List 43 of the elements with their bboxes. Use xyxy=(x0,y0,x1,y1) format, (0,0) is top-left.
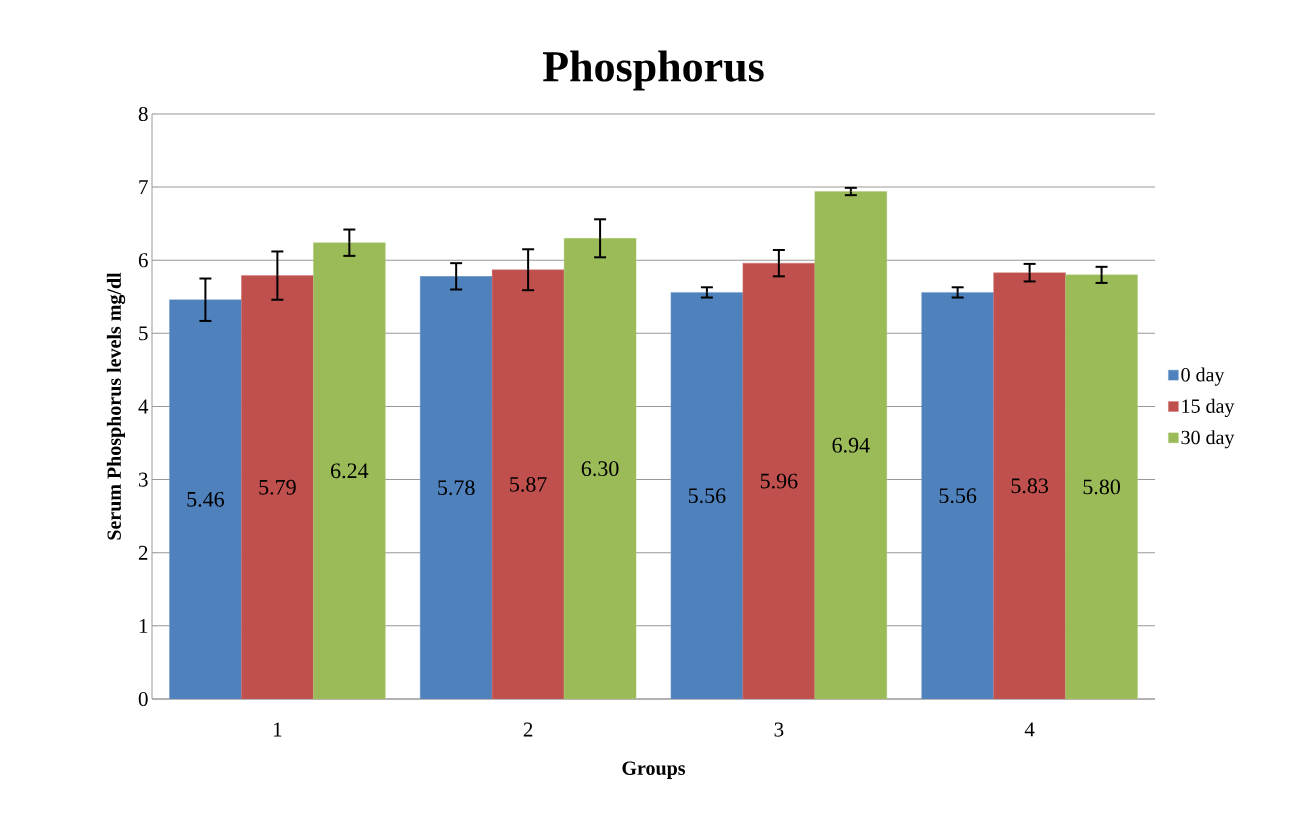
bar xyxy=(670,292,744,699)
bar xyxy=(169,299,242,699)
bar xyxy=(921,292,994,699)
data-label: 5.83 xyxy=(1011,478,1048,494)
data-label: 5.96 xyxy=(760,473,798,489)
y-tick-label: 6 xyxy=(138,253,148,268)
legend-label: 0 day xyxy=(1181,367,1225,386)
data-label: 5.80 xyxy=(1083,479,1120,495)
data-label: 5.56 xyxy=(688,488,726,504)
data-label: 6.24 xyxy=(331,463,369,479)
data-label: 6.94 xyxy=(832,437,870,453)
bar xyxy=(241,275,314,699)
y-tick-label: 7 xyxy=(139,180,148,194)
x-tick-label: 1 xyxy=(273,722,282,737)
bar xyxy=(491,269,565,699)
data-label: 5.56 xyxy=(939,488,977,504)
bar xyxy=(1065,274,1138,699)
bar xyxy=(814,191,888,699)
y-tick-label: 5 xyxy=(139,326,148,341)
bar xyxy=(742,262,816,699)
legend-label: 15 day xyxy=(1182,398,1235,417)
x-tick-label: 3 xyxy=(774,722,784,737)
data-label: 5.87 xyxy=(510,476,547,492)
y-tick-label: 3 xyxy=(138,472,148,487)
y-tick-label: 8 xyxy=(138,106,148,122)
legend-label: 30 day xyxy=(1181,430,1235,449)
data-label: 5.46 xyxy=(187,491,225,507)
y-tick-label: 1 xyxy=(139,618,148,633)
data-label: 6.30 xyxy=(581,461,619,477)
y-tick-label: 0 xyxy=(138,691,148,707)
data-label: 5.78 xyxy=(438,480,475,496)
y-tick-label: 2 xyxy=(138,545,148,560)
data-label: 5.79 xyxy=(259,479,296,495)
x-axis-title: Groups xyxy=(622,761,686,779)
chart-title: Phosphorus xyxy=(542,50,764,91)
bar xyxy=(993,272,1066,699)
y-tick-label: 4 xyxy=(138,399,149,414)
y-axis-title: Serum Phosphorus levels mg/dl xyxy=(106,272,126,540)
bar xyxy=(563,238,637,699)
bar xyxy=(313,242,386,699)
bar xyxy=(419,276,493,699)
x-tick-label: 2 xyxy=(523,722,533,737)
x-tick-label: 4 xyxy=(1024,722,1035,737)
